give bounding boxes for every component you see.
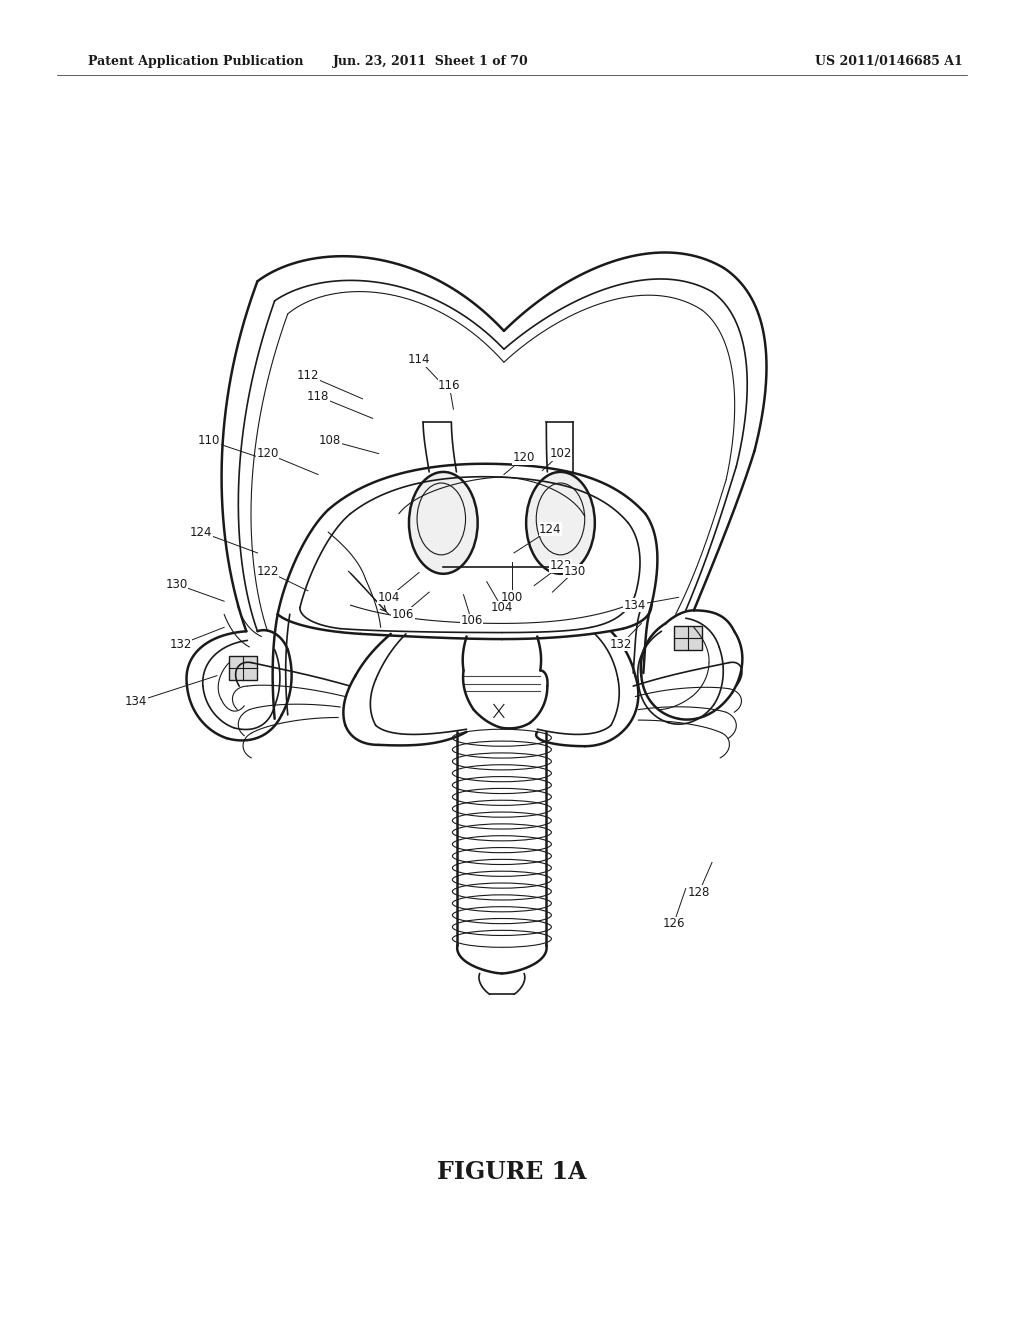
Text: 122: 122 xyxy=(256,565,279,578)
Text: 104: 104 xyxy=(378,591,400,603)
Text: 106: 106 xyxy=(461,614,482,627)
Text: 132: 132 xyxy=(610,638,632,651)
Text: 134: 134 xyxy=(125,696,147,709)
Bar xyxy=(229,656,257,680)
Text: FIGURE 1A: FIGURE 1A xyxy=(437,1160,587,1184)
Ellipse shape xyxy=(526,473,595,574)
Text: 110: 110 xyxy=(198,434,220,447)
Text: 130: 130 xyxy=(166,578,187,591)
Text: Patent Application Publication: Patent Application Publication xyxy=(88,55,303,69)
Text: 122: 122 xyxy=(549,560,571,573)
Text: 120: 120 xyxy=(513,451,536,465)
Ellipse shape xyxy=(409,473,477,574)
Text: 124: 124 xyxy=(539,523,561,536)
Text: 128: 128 xyxy=(688,886,710,899)
Text: 124: 124 xyxy=(189,525,212,539)
Text: 108: 108 xyxy=(319,434,341,447)
Text: 104: 104 xyxy=(490,601,513,614)
Text: 130: 130 xyxy=(563,565,586,578)
Bar xyxy=(674,626,701,649)
Text: 118: 118 xyxy=(307,389,330,403)
Text: 134: 134 xyxy=(624,599,646,611)
Text: 106: 106 xyxy=(392,607,414,620)
Text: 126: 126 xyxy=(663,917,685,931)
Text: 102: 102 xyxy=(549,447,571,461)
Text: 100: 100 xyxy=(501,591,523,603)
Text: 112: 112 xyxy=(297,368,319,381)
Text: US 2011/0146685 A1: US 2011/0146685 A1 xyxy=(815,55,963,69)
Text: 120: 120 xyxy=(256,447,279,461)
Text: Jun. 23, 2011  Sheet 1 of 70: Jun. 23, 2011 Sheet 1 of 70 xyxy=(334,55,529,69)
Text: 132: 132 xyxy=(170,638,191,651)
Text: 116: 116 xyxy=(438,379,461,392)
Text: 114: 114 xyxy=(408,352,430,366)
